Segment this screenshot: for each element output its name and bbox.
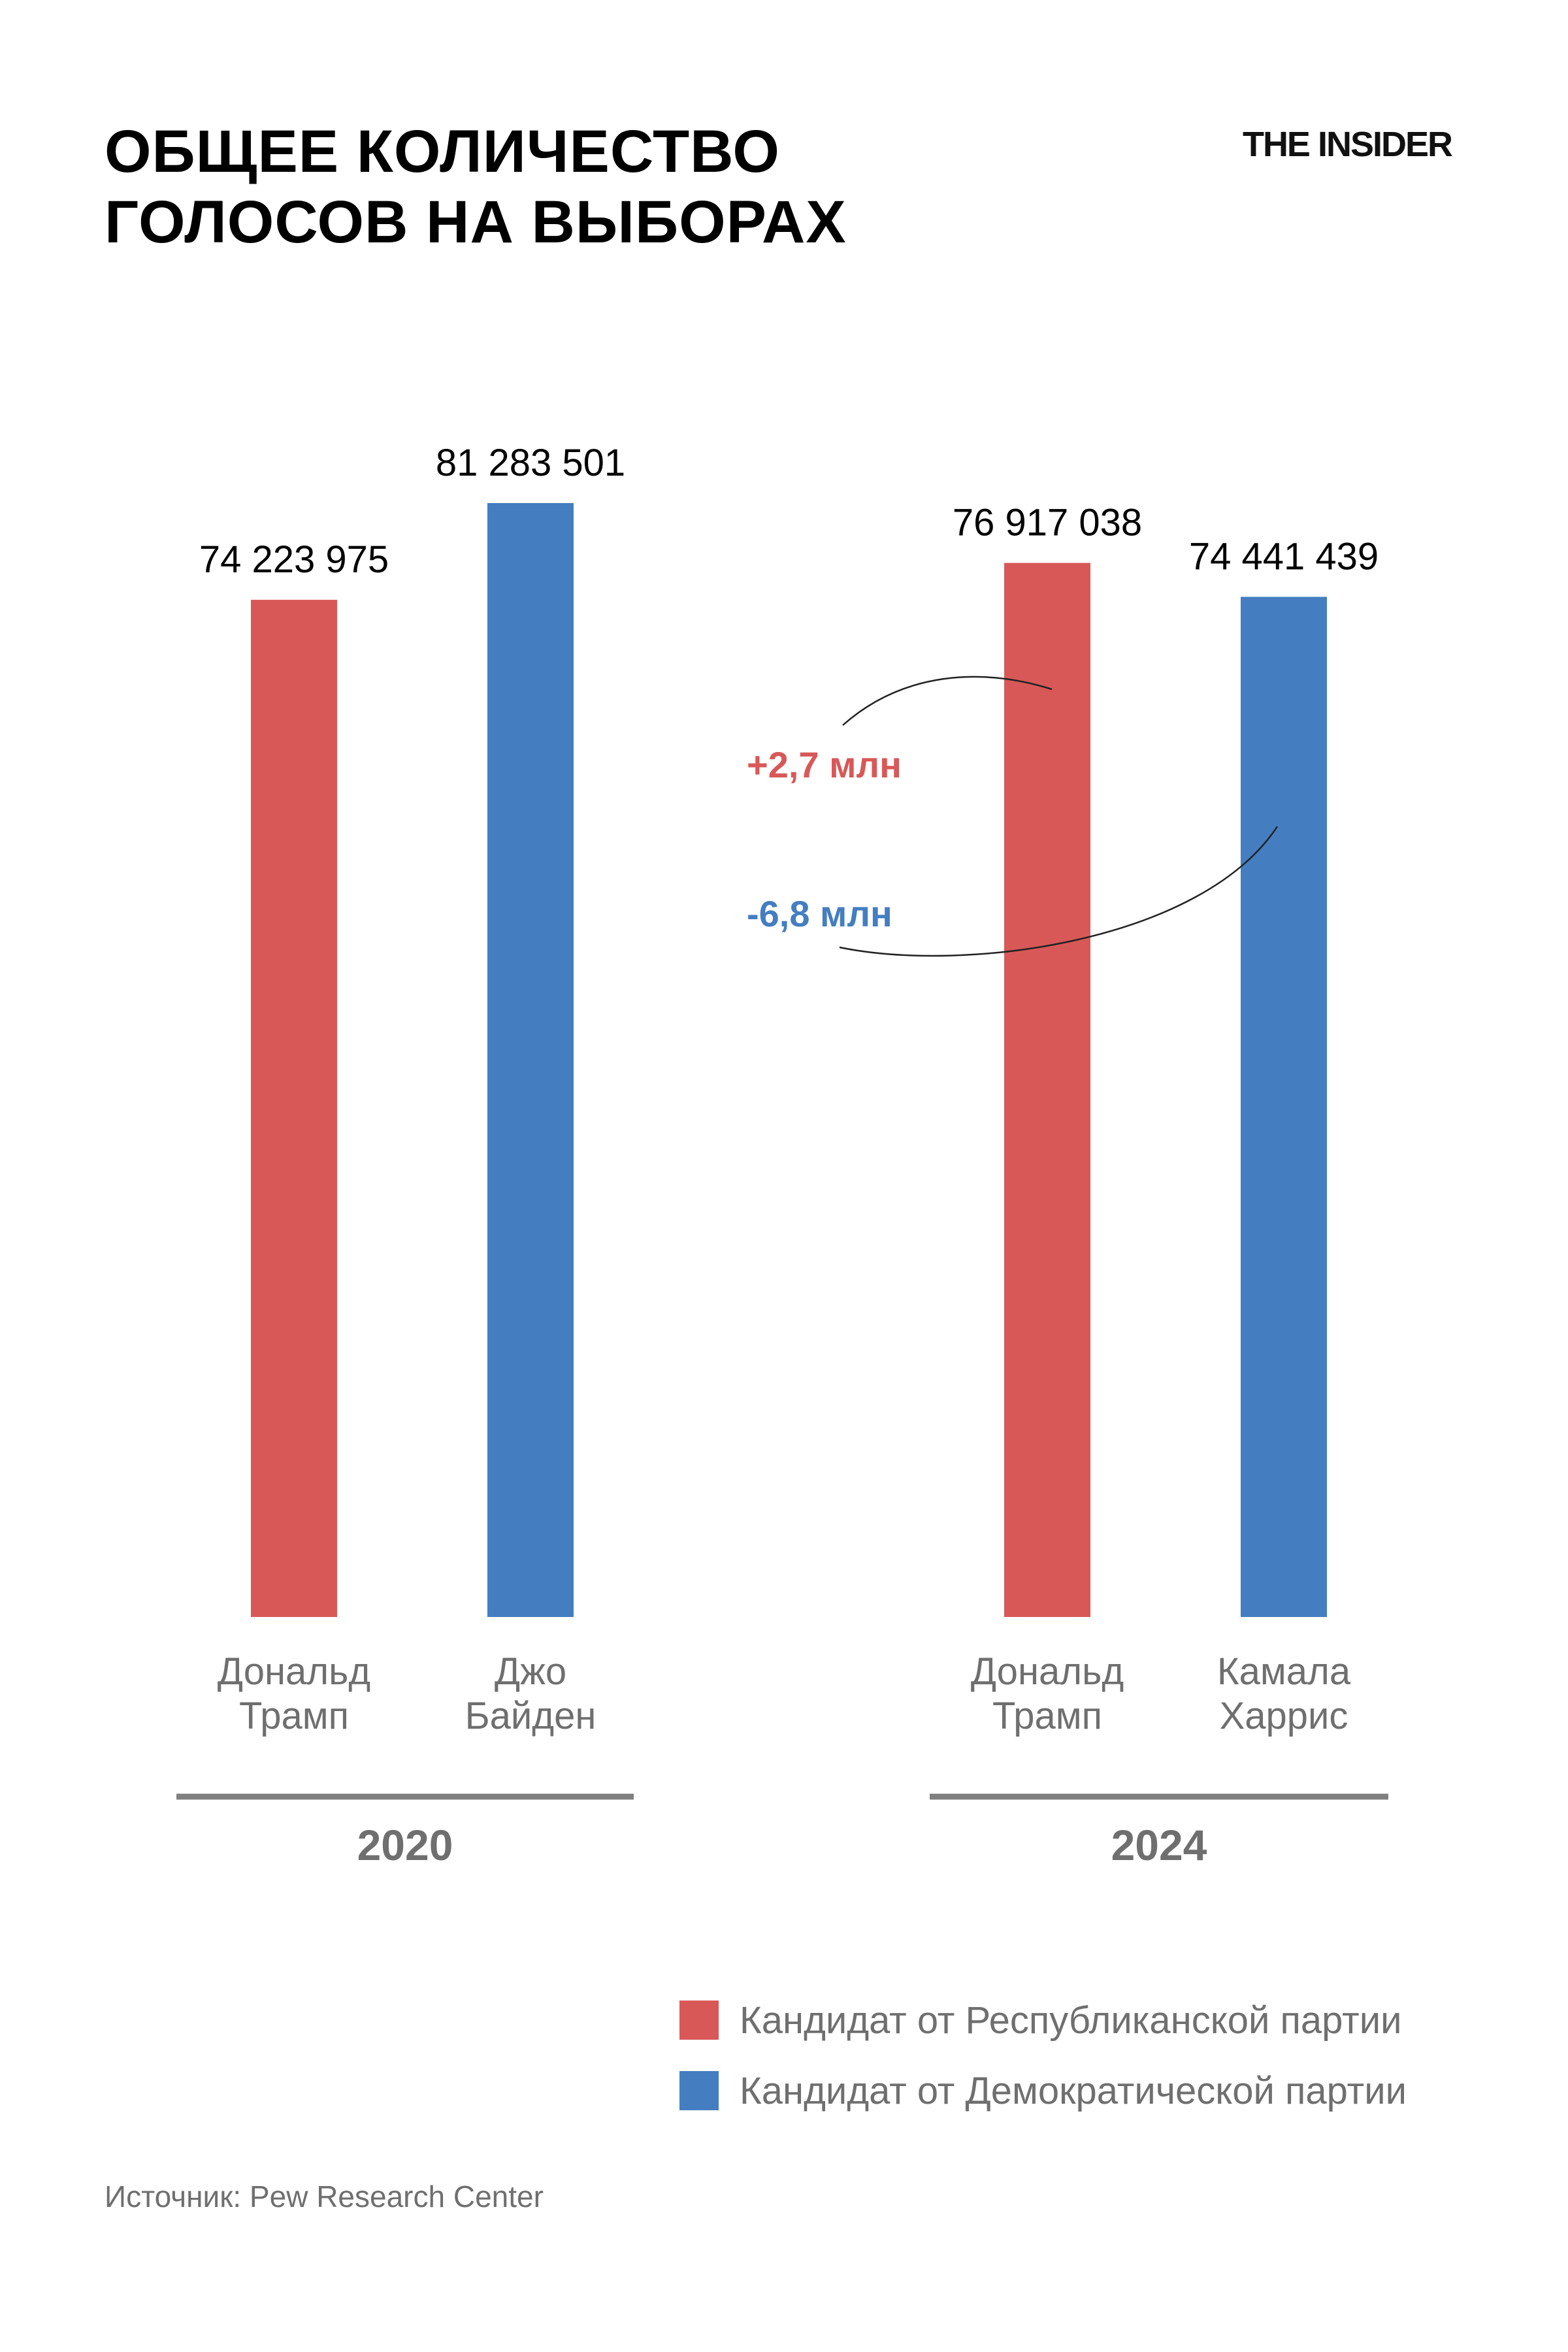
candidate-label-2020-1-0: Джо — [495, 1650, 566, 1693]
candidate-label-2024-1-1: Харрис — [1220, 1695, 1348, 1737]
bar-2024-1 — [1241, 596, 1327, 1618]
candidate-label-2020-0-0: Дональд — [218, 1650, 370, 1693]
title-line-2: ГОЛОСОВ НА ВЫБОРАХ — [105, 189, 847, 255]
legend-label-dem: Кандидат от Демократической партии — [740, 2069, 1407, 2112]
group-label-2024: 2024 — [1111, 1821, 1207, 1869]
value-label-2024-1: 74 441 439 — [1189, 536, 1379, 578]
bar-2024-0 — [1004, 563, 1090, 1617]
candidate-label-2020-1-1: Байден — [465, 1695, 596, 1737]
annotation-loss: -6,8 млн — [747, 893, 892, 934]
title-line-1: ОБЩЕЕ КОЛИЧЕСТВО — [105, 118, 780, 185]
page-title: ОБЩЕЕ КОЛИЧЕСТВО ГОЛОСОВ НА ВЫБОРАХ — [105, 116, 847, 257]
candidate-label-2024-1-0: Камала — [1217, 1650, 1351, 1693]
group-label-2020: 2020 — [357, 1821, 453, 1869]
candidate-label-2024-0-0: Дональд — [971, 1650, 1124, 1693]
legend-swatch-dem — [679, 2071, 719, 2110]
annotation-curve-loss — [839, 826, 1279, 957]
bar-2020-1 — [487, 503, 574, 1617]
legend-label-rep: Кандидат от Республиканской партии — [740, 1999, 1402, 2042]
annotation-curve-gain — [842, 676, 1053, 726]
legend-item-rep: Кандидат от Республиканской партии — [679, 1999, 1407, 2042]
value-label-2024-0: 76 917 038 — [953, 502, 1142, 544]
brand-logo: THE INSIDER — [1242, 125, 1453, 164]
legend: Кандидат от Республиканской партии Канди… — [679, 1999, 1407, 2140]
value-label-2020-0: 74 223 975 — [199, 538, 389, 581]
legend-swatch-rep — [679, 2001, 719, 2040]
candidate-label-2020-0-1: Трамп — [239, 1695, 349, 1737]
bar-2020-0 — [251, 600, 337, 1618]
legend-item-dem: Кандидат от Демократической партии — [679, 2070, 1407, 2112]
annotation-gain: +2,7 млн — [747, 744, 902, 785]
value-label-2020-1: 81 283 501 — [436, 442, 625, 484]
candidate-label-2024-0-1: Трамп — [992, 1695, 1102, 1737]
source-note: Источник: Pew Research Center — [105, 2180, 544, 2213]
